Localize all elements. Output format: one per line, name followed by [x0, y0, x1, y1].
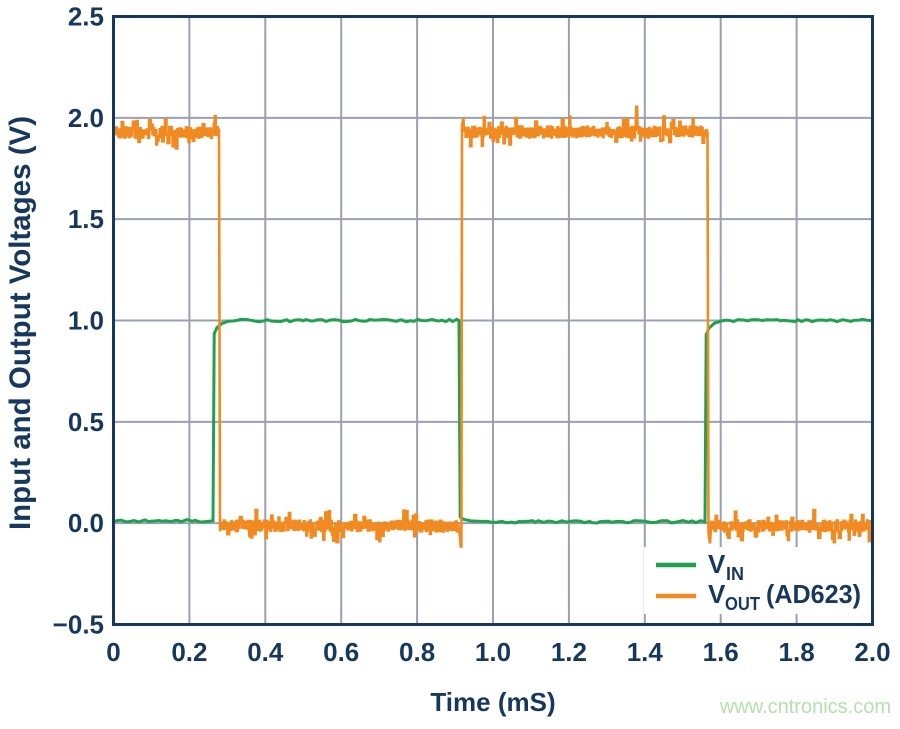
svg-text:−0.5: −0.5	[53, 610, 104, 640]
svg-text:0.8: 0.8	[399, 637, 435, 667]
svg-text:Input and Output Voltages (V): Input and Output Voltages (V)	[4, 116, 37, 530]
svg-text:Time (mS): Time (mS)	[430, 687, 555, 717]
svg-text:2.5: 2.5	[68, 2, 104, 32]
svg-text:0.2: 0.2	[171, 637, 207, 667]
svg-text:1.0: 1.0	[68, 306, 104, 336]
svg-text:V: V	[708, 549, 726, 579]
svg-text:1.8: 1.8	[779, 637, 815, 667]
svg-text:1.6: 1.6	[703, 637, 739, 667]
svg-text:2.0: 2.0	[68, 103, 104, 133]
svg-text:1.0: 1.0	[475, 637, 511, 667]
svg-text:1.5: 1.5	[68, 204, 104, 234]
svg-text:1.4: 1.4	[627, 637, 664, 667]
svg-text:0.5: 0.5	[68, 407, 104, 437]
svg-text:2.0: 2.0	[854, 637, 890, 667]
svg-text:V: V	[708, 579, 726, 609]
svg-text:0: 0	[106, 637, 120, 667]
svg-text:IN: IN	[726, 564, 744, 584]
svg-text:OUT: OUT	[725, 594, 760, 614]
svg-text:0.4: 0.4	[247, 637, 284, 667]
svg-text:www.cntronics.com: www.cntronics.com	[719, 696, 891, 718]
svg-text:0.0: 0.0	[68, 508, 104, 538]
svg-text:0.6: 0.6	[323, 637, 359, 667]
svg-text:1.2: 1.2	[551, 637, 587, 667]
svg-text:(AD623): (AD623)	[766, 579, 861, 609]
